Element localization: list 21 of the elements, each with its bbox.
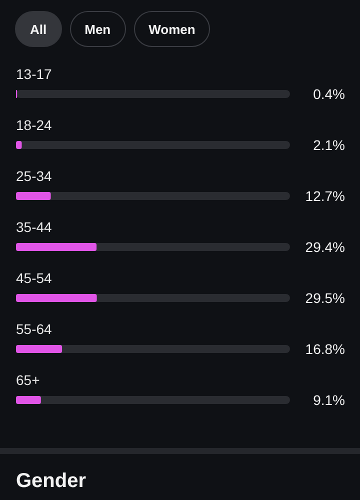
y-tick-label: 45-54: [16, 270, 52, 286]
text: Men: [70, 11, 126, 47]
bar: [16, 396, 41, 404]
text: Gender: [16, 470, 86, 493]
data-label: 12.7%: [305, 188, 345, 204]
y-tick-label: 55-64: [16, 321, 52, 337]
y-tick-label: 65+: [16, 372, 40, 388]
data-label: 2.1%: [313, 137, 345, 153]
data-label: 9.1%: [313, 392, 345, 408]
data-label: 0.4%: [313, 86, 345, 102]
bar: [16, 345, 62, 353]
text: All: [15, 11, 62, 47]
data-label: 29.5%: [305, 290, 345, 306]
y-tick-label: 35-44: [16, 219, 52, 235]
y-tick-label: 18-24: [16, 117, 52, 133]
y-tick-label: 13-17: [16, 66, 52, 82]
data-label: 29.4%: [305, 239, 345, 255]
y-tick-label: 25-34: [16, 168, 52, 184]
bar: [16, 192, 51, 200]
text: Women: [134, 11, 210, 47]
data-label: 16.8%: [305, 341, 345, 357]
